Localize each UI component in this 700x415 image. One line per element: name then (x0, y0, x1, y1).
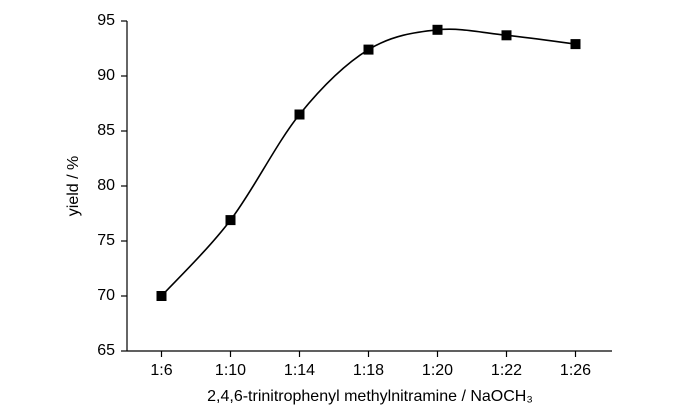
x-axis-label: 2,4,6-trinitrophenyl methylnitramine / N… (207, 388, 533, 405)
y-axis-label: yield / % (65, 156, 82, 216)
y-tick-label: 95 (97, 12, 115, 29)
marker (363, 44, 374, 55)
marker (501, 30, 512, 41)
x-tick-label: 1:10 (215, 362, 246, 379)
x-tick-label: 1:6 (150, 362, 172, 379)
y-tick-label: 90 (97, 67, 115, 84)
x-tick-label: 1:26 (560, 362, 591, 379)
line (160, 28, 576, 297)
x-tick-label: 1:14 (284, 362, 315, 379)
y-tick-label: 65 (97, 342, 115, 359)
y-tick-label: 80 (97, 177, 115, 194)
y-tick-label: 85 (97, 122, 115, 139)
y-tick-label: 70 (97, 287, 115, 304)
x-tick-label: 1:18 (353, 362, 384, 379)
marker (225, 215, 236, 226)
marker (570, 39, 581, 50)
marker (156, 291, 167, 301)
x-tick-label: 1:22 (491, 362, 522, 379)
x-tick-label: 1:20 (422, 362, 453, 379)
marker (432, 24, 443, 35)
marker (294, 109, 305, 120)
y-tick-label: 75 (97, 232, 115, 249)
